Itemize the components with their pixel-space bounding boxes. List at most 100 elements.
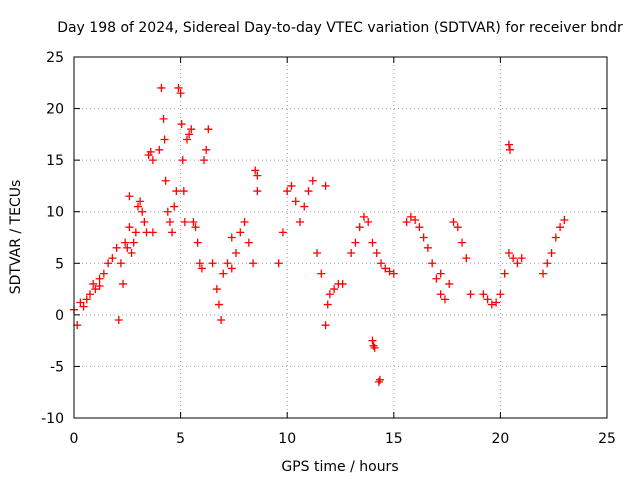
data-point <box>372 248 381 257</box>
data-point <box>125 223 134 232</box>
data-point <box>163 207 172 216</box>
y-tick-label: -10 <box>41 411 64 427</box>
data-point <box>551 233 560 242</box>
data-point <box>227 233 236 242</box>
data-point <box>504 248 513 257</box>
data-point <box>436 290 445 299</box>
data-point <box>500 269 509 278</box>
data-point <box>295 218 304 227</box>
data-point <box>321 181 330 190</box>
y-tick-label: 20 <box>46 102 64 118</box>
data-point <box>129 238 138 247</box>
data-point <box>287 181 296 190</box>
data-point <box>406 212 415 221</box>
plot-frame <box>73 56 608 419</box>
x-tick-label: 20 <box>491 431 509 447</box>
data-point <box>189 218 198 227</box>
data-point <box>402 218 411 227</box>
data-point <box>180 218 189 227</box>
data-point <box>119 279 128 288</box>
data-point <box>219 269 228 278</box>
data-point <box>116 259 125 268</box>
data-point <box>355 223 364 232</box>
data-point <box>547 248 556 257</box>
data-point <box>176 89 185 98</box>
data-point <box>423 243 432 252</box>
y-axis-label: SDTVAR / TECUs <box>8 180 24 295</box>
y-tick-label: 5 <box>55 256 64 272</box>
data-point <box>539 269 548 278</box>
data-point <box>274 259 283 268</box>
data-point <box>191 223 200 232</box>
data-point <box>449 218 458 227</box>
data-point <box>436 269 445 278</box>
data-point <box>112 243 121 252</box>
data-point <box>381 264 390 273</box>
data-point <box>313 248 322 257</box>
data-point <box>172 187 181 196</box>
data-point <box>168 228 177 237</box>
data-point <box>99 269 108 278</box>
data-point <box>95 281 104 290</box>
data-point <box>509 254 518 263</box>
data-point <box>432 274 441 283</box>
data-point <box>185 130 194 139</box>
data-point <box>466 290 475 299</box>
y-tick-label: -5 <box>50 359 64 375</box>
data-point <box>338 279 347 288</box>
data-point <box>121 238 130 247</box>
data-point <box>304 187 313 196</box>
data-point <box>462 254 471 263</box>
data-point <box>377 259 386 268</box>
data-point <box>321 321 330 330</box>
data-point <box>453 223 462 232</box>
data-point <box>170 202 179 211</box>
data-point <box>178 156 187 165</box>
data-point <box>165 218 174 227</box>
data-point <box>159 114 168 123</box>
data-point <box>300 202 309 211</box>
data-point <box>85 290 94 299</box>
data-point <box>114 316 123 325</box>
data-point <box>73 321 82 330</box>
data-point <box>136 197 145 206</box>
data-point <box>385 267 394 276</box>
data-point <box>323 300 332 309</box>
data-point <box>249 259 258 268</box>
data-point <box>504 140 513 149</box>
data-point <box>330 285 339 294</box>
data-point <box>513 259 522 268</box>
data-points <box>70 83 569 386</box>
data-point <box>325 290 334 299</box>
x-axis-label: GPS time / hours <box>281 459 398 475</box>
data-point <box>251 166 260 175</box>
data-point <box>127 248 136 257</box>
data-point <box>89 279 98 288</box>
data-point <box>193 238 202 247</box>
data-point <box>214 300 223 309</box>
chart-title: Day 198 of 2024, Sidereal Day-to-day VTE… <box>57 20 623 36</box>
data-point <box>317 269 326 278</box>
data-point <box>108 254 117 263</box>
data-point <box>227 264 236 273</box>
data-point <box>133 202 142 211</box>
data-point <box>208 259 217 268</box>
grid <box>74 57 607 418</box>
data-point <box>543 259 552 268</box>
x-tick-label: 25 <box>598 431 616 447</box>
data-point <box>411 215 420 224</box>
data-point <box>375 375 384 384</box>
data-point <box>359 212 368 221</box>
data-point <box>368 336 377 345</box>
data-point <box>240 218 249 227</box>
data-point <box>308 176 317 185</box>
data-point <box>204 125 213 134</box>
data-point <box>91 285 100 294</box>
axis-ticks: 0 5 10 15 20 25 -10 -5 0 5 10 15 20 25 <box>41 50 616 447</box>
data-point <box>125 192 134 201</box>
data-point <box>389 269 398 278</box>
data-point <box>82 295 91 304</box>
data-point <box>202 145 211 154</box>
data-point <box>517 254 526 263</box>
data-point <box>253 171 262 180</box>
